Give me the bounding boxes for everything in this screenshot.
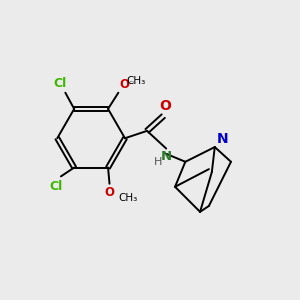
Text: O: O bbox=[104, 186, 115, 199]
Text: H: H bbox=[154, 158, 162, 167]
Text: CH₃: CH₃ bbox=[127, 76, 146, 86]
Text: O: O bbox=[159, 99, 171, 113]
Text: O: O bbox=[119, 78, 129, 91]
Text: Cl: Cl bbox=[49, 180, 62, 193]
Text: CH₃: CH₃ bbox=[118, 193, 138, 203]
Text: methyl: methyl bbox=[130, 81, 134, 82]
Text: Cl: Cl bbox=[53, 77, 67, 90]
Text: N: N bbox=[216, 132, 228, 145]
Text: N: N bbox=[160, 150, 172, 163]
